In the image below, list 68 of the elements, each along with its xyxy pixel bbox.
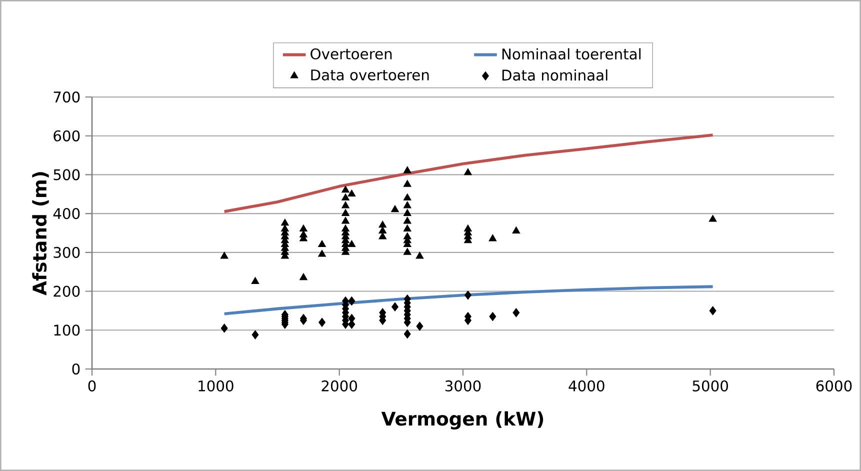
point bbox=[342, 201, 350, 208]
point bbox=[342, 209, 350, 216]
y-tick-label: 100 bbox=[54, 324, 80, 336]
point bbox=[280, 224, 289, 232]
y-tick-label: 0 bbox=[72, 363, 80, 375]
point bbox=[403, 248, 412, 255]
legend-label: Data overtoeren bbox=[311, 70, 429, 80]
y-axis-title: Afstand (m) bbox=[32, 172, 49, 296]
legend-label: Nominaal toerental bbox=[502, 48, 641, 60]
legend-label: Data nominaal bbox=[502, 69, 608, 81]
point bbox=[220, 324, 228, 333]
point bbox=[391, 205, 399, 212]
y-tick-label: 200 bbox=[54, 286, 80, 297]
point bbox=[392, 302, 398, 312]
point bbox=[464, 290, 472, 300]
point bbox=[403, 209, 412, 216]
point bbox=[403, 224, 412, 232]
point bbox=[378, 226, 387, 234]
point bbox=[489, 312, 496, 322]
line-series bbox=[222, 134, 714, 214]
point bbox=[403, 166, 412, 174]
y-tick-label: 500 bbox=[54, 169, 80, 180]
x-tick-label: 6000 bbox=[816, 380, 852, 392]
point bbox=[348, 190, 356, 197]
x-tick-label: 1000 bbox=[198, 380, 234, 392]
y-tick-label: 600 bbox=[54, 130, 80, 142]
x-tick-label: 5000 bbox=[692, 380, 728, 392]
x-tick-label: 4000 bbox=[568, 380, 604, 392]
x-tick-label: 0 bbox=[88, 380, 96, 392]
legend-label: Overtoeren bbox=[310, 48, 392, 60]
point bbox=[252, 330, 259, 340]
point bbox=[464, 224, 472, 232]
point bbox=[403, 180, 412, 187]
point bbox=[318, 240, 326, 248]
point bbox=[342, 186, 350, 193]
point bbox=[342, 224, 350, 232]
point bbox=[488, 234, 497, 242]
point bbox=[342, 193, 350, 200]
point bbox=[404, 329, 411, 339]
point bbox=[709, 306, 716, 316]
point bbox=[251, 277, 260, 284]
point bbox=[318, 250, 326, 257]
line-series bbox=[222, 285, 714, 316]
point bbox=[220, 252, 228, 259]
point bbox=[708, 214, 717, 222]
point bbox=[403, 201, 412, 208]
point bbox=[512, 308, 520, 318]
x-tick-label: 3000 bbox=[445, 380, 481, 392]
point bbox=[300, 273, 308, 280]
point bbox=[403, 216, 412, 224]
point bbox=[416, 322, 424, 331]
point bbox=[416, 252, 424, 259]
point bbox=[464, 168, 472, 176]
point bbox=[280, 218, 289, 226]
x-axis-title: Vermogen (kW) bbox=[381, 411, 544, 430]
point bbox=[300, 224, 308, 232]
point bbox=[512, 226, 520, 234]
point bbox=[318, 318, 326, 327]
point bbox=[348, 296, 356, 306]
y-tick-label: 400 bbox=[53, 208, 80, 220]
y-tick-label: 700 bbox=[54, 91, 80, 103]
point bbox=[403, 232, 412, 240]
point bbox=[378, 220, 387, 228]
y-tick-label: 300 bbox=[54, 246, 80, 258]
x-tick-label: 2000 bbox=[322, 380, 357, 392]
point bbox=[342, 216, 350, 224]
point bbox=[348, 240, 356, 248]
point bbox=[403, 193, 412, 200]
